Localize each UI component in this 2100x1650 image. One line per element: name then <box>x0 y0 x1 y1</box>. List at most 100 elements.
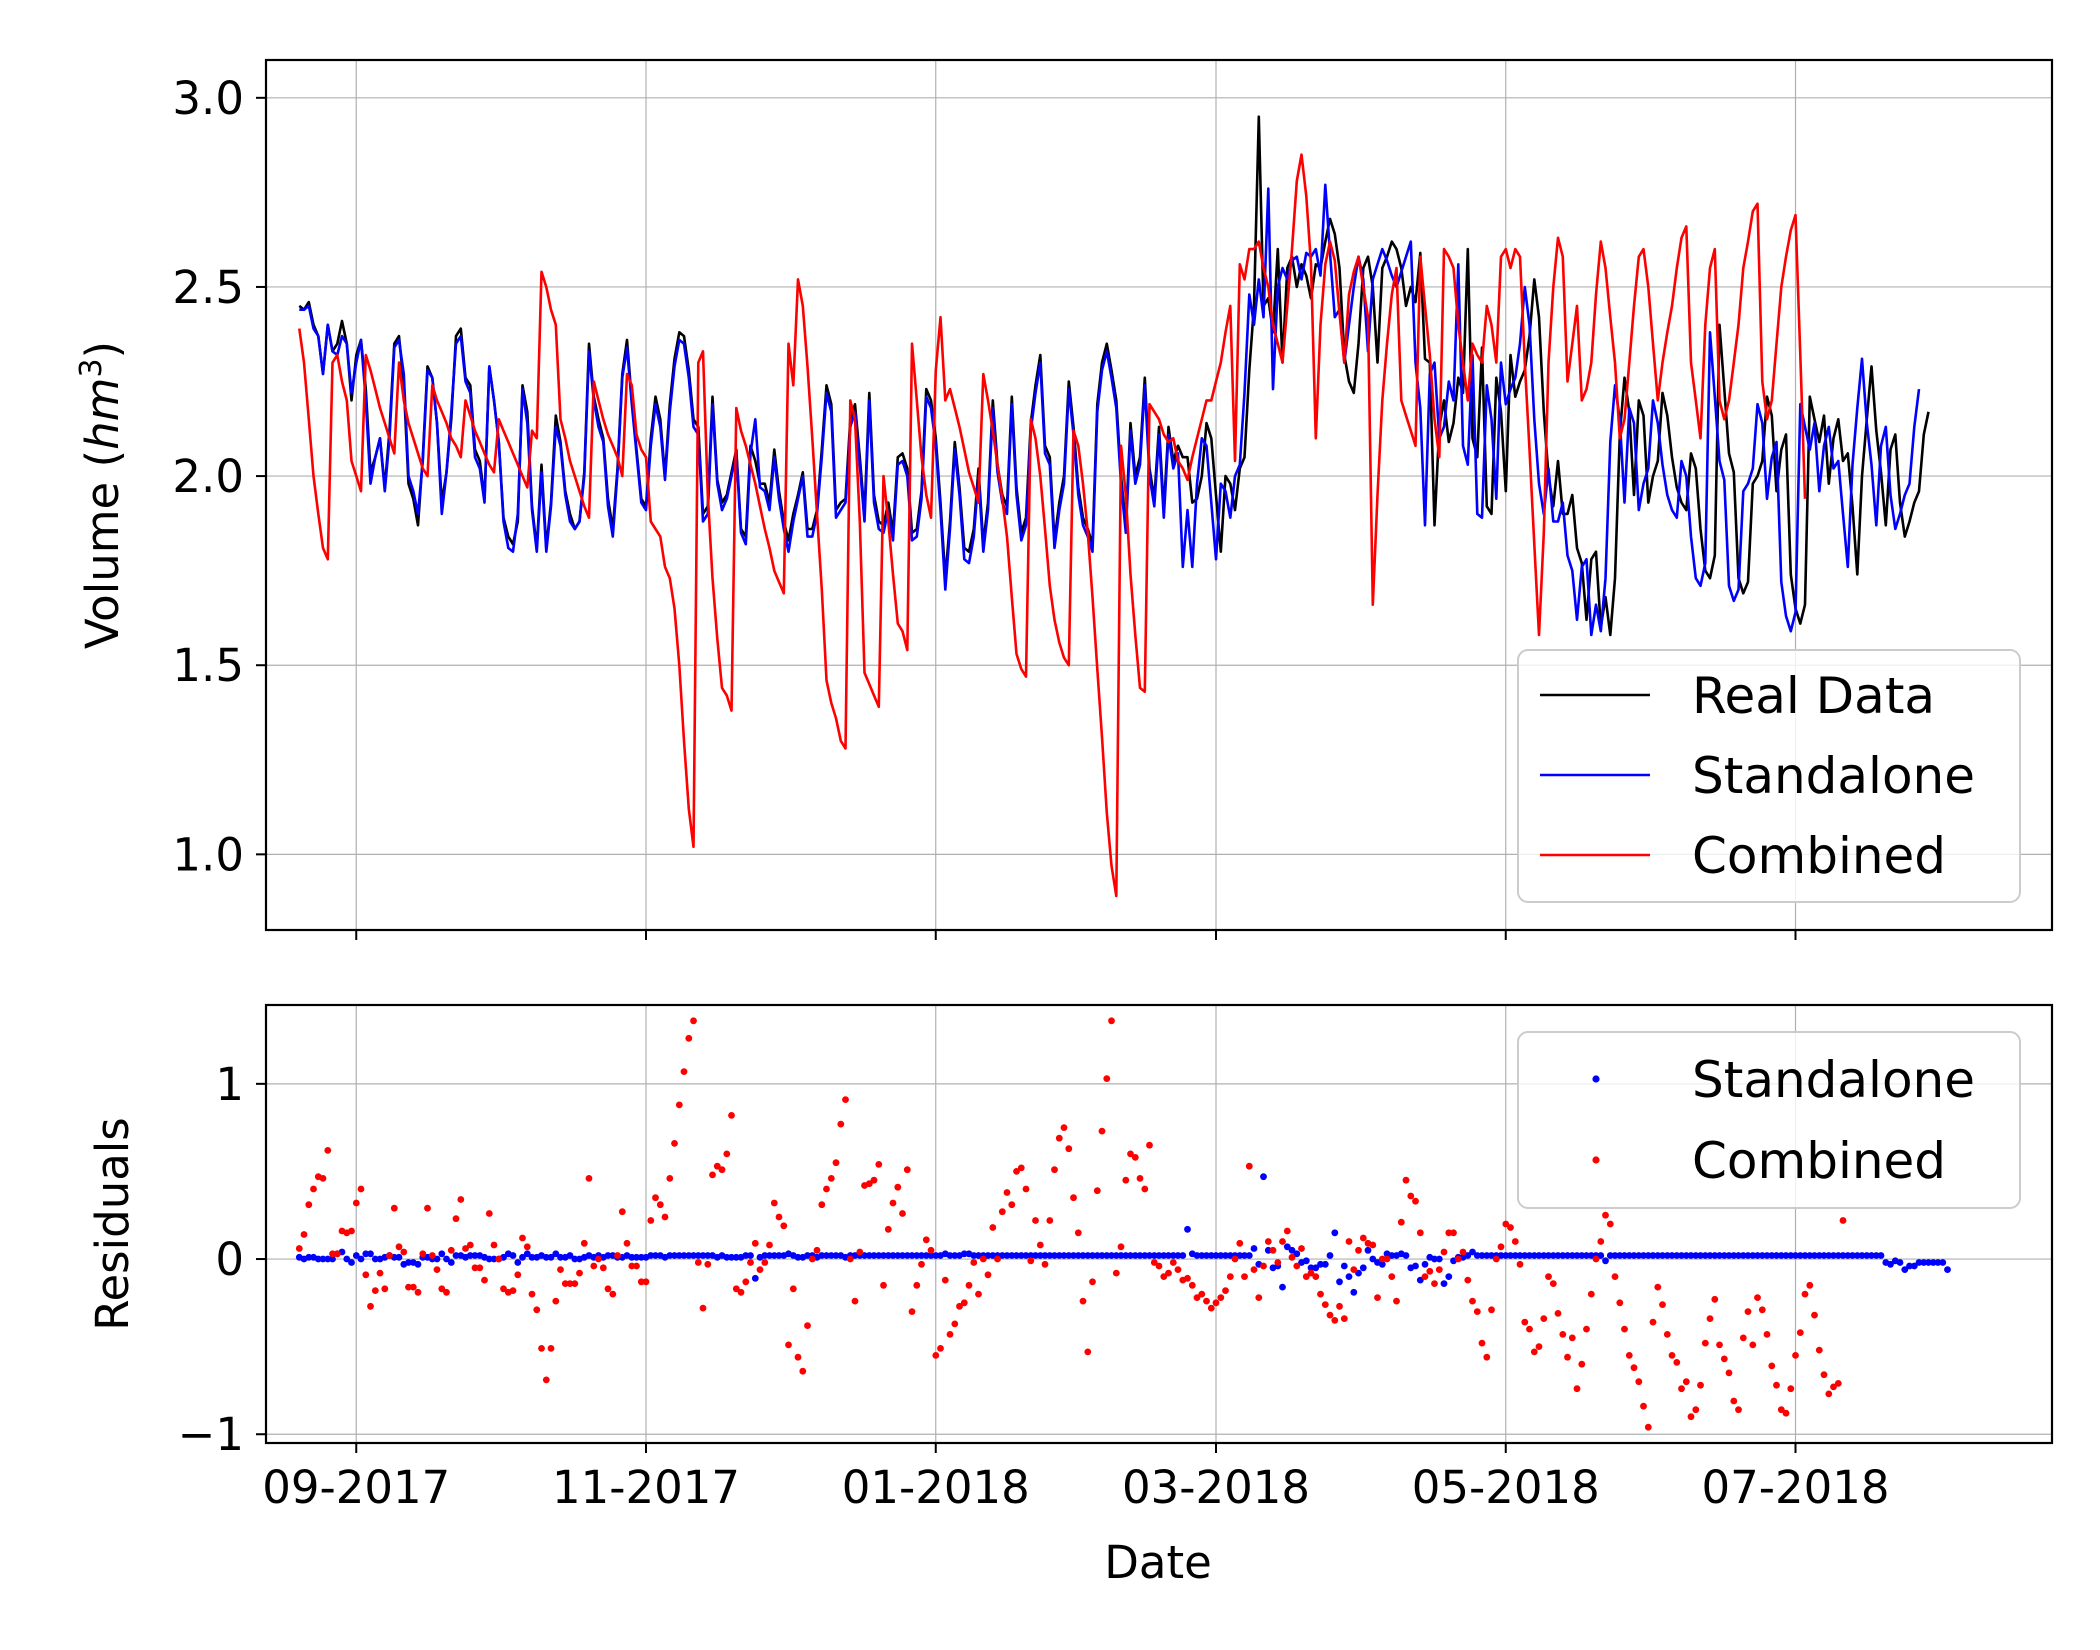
residual-point-standalone <box>1264 1246 1272 1254</box>
date-x-tick-label: 03-2018 <box>1122 1461 1310 1514</box>
residual-point-standalone <box>1122 1252 1130 1259</box>
residual-point-combined <box>1606 1220 1614 1228</box>
residual-point-standalone <box>913 1252 921 1259</box>
residual-point-combined <box>1754 1294 1761 1301</box>
residual-point-combined <box>1796 1329 1804 1336</box>
residual-point-combined <box>979 1255 987 1263</box>
residual-point-standalone <box>1241 1252 1248 1259</box>
residual-point-combined <box>680 1068 688 1075</box>
residual-point-standalone <box>960 1250 968 1258</box>
residual-point-combined <box>1055 1134 1063 1142</box>
residual-point-combined <box>1834 1380 1842 1387</box>
residual-point-standalone <box>447 1259 455 1266</box>
residual-point-combined <box>694 1259 702 1266</box>
residual-point-combined <box>989 1224 997 1231</box>
volume-legend: Real Data Standalone Combined <box>1517 649 2021 903</box>
residual-point-combined <box>1412 1197 1419 1205</box>
residual-point-combined <box>409 1283 417 1291</box>
residual-point-combined <box>1103 1075 1111 1082</box>
line-standalone <box>299 183 1921 637</box>
residual-point-standalone <box>1796 1252 1804 1259</box>
residual-point-standalone <box>1573 1252 1581 1259</box>
residual-point-combined <box>433 1266 441 1273</box>
residual-point-standalone <box>1906 1262 1913 1270</box>
legend-standalone-label: Standalone <box>1692 1051 1975 1109</box>
residual-point-combined <box>1777 1406 1785 1414</box>
residual-point-standalone <box>547 1253 555 1261</box>
date-x-tick-label: 07-2018 <box>1701 1461 1889 1514</box>
residual-point-combined <box>1169 1259 1177 1266</box>
residuals-panel: −1 0 1 09-2017 11-2017 01-2018 03-2018 05-2018… <box>86 1003 2054 1589</box>
residual-point-combined <box>1184 1274 1191 1282</box>
residual-point-combined <box>1393 1297 1400 1305</box>
residual-point-combined <box>329 1250 336 1258</box>
residual-point-combined <box>1407 1192 1415 1200</box>
residual-point-standalone <box>1901 1266 1909 1273</box>
residual-point-combined <box>481 1276 488 1284</box>
residual-point-standalone <box>1103 1252 1111 1259</box>
residual-point-standalone <box>970 1252 978 1259</box>
residual-point-combined <box>1473 1308 1481 1315</box>
residual-point-combined <box>618 1208 626 1216</box>
residual-point-combined <box>880 1281 887 1289</box>
residual-point-standalone <box>1711 1252 1719 1259</box>
residual-point-combined <box>523 1243 531 1251</box>
residual-point-combined <box>576 1269 583 1277</box>
residual-point-combined <box>1663 1331 1671 1338</box>
residual-point-combined <box>1279 1238 1286 1245</box>
residual-point-combined <box>913 1281 921 1289</box>
residual-point-standalone <box>1944 1266 1951 1273</box>
residual-point-combined <box>894 1183 902 1191</box>
residual-point-standalone <box>329 1255 336 1263</box>
residual-point-combined <box>1659 1301 1666 1308</box>
residual-point-standalone <box>1806 1252 1814 1259</box>
residual-point-standalone <box>1079 1252 1087 1259</box>
residual-point-standalone <box>1431 1255 1438 1263</box>
residual-point-combined <box>1725 1369 1733 1377</box>
residual-point-standalone <box>1179 1252 1187 1259</box>
residual-point-standalone <box>1687 1252 1695 1259</box>
residual-point-standalone <box>405 1259 412 1266</box>
residual-point-combined <box>965 1281 973 1289</box>
residual-point-combined <box>1540 1315 1548 1322</box>
residual-point-combined <box>699 1304 707 1312</box>
residual-point-combined <box>785 1341 792 1349</box>
residual-point-standalone <box>1872 1252 1880 1259</box>
residual-point-standalone <box>903 1252 911 1259</box>
residual-point-standalone <box>1108 1252 1115 1259</box>
residual-point-standalone <box>1212 1252 1220 1259</box>
residual-point-combined <box>1692 1406 1700 1414</box>
residual-point-combined <box>519 1234 526 1242</box>
residual-point-combined <box>485 1210 493 1217</box>
residual-point-standalone <box>794 1253 802 1261</box>
residual-point-combined <box>424 1204 431 1212</box>
residual-point-combined <box>514 1271 522 1279</box>
residual-point-combined <box>1697 1381 1704 1389</box>
volume-y-tick-label: 1.5 <box>172 639 244 692</box>
residual-point-standalone <box>1160 1252 1168 1259</box>
residual-point-standalone <box>395 1253 403 1261</box>
residuals-y-ticks: −1 0 1 <box>178 1058 266 1461</box>
residual-point-standalone <box>571 1255 579 1263</box>
residual-point-standalone <box>519 1253 526 1261</box>
residual-point-standalone <box>1469 1248 1476 1256</box>
residual-point-combined <box>799 1367 807 1375</box>
residual-point-combined <box>324 1147 332 1154</box>
residual-point-standalone <box>1606 1252 1614 1259</box>
residual-point-combined <box>1511 1238 1519 1245</box>
residual-point-standalone <box>1678 1252 1685 1259</box>
residual-point-combined <box>1469 1297 1476 1305</box>
residual-point-standalone <box>1668 1252 1676 1259</box>
residual-point-combined <box>1640 1402 1647 1410</box>
residual-point-standalone <box>314 1255 322 1263</box>
residual-point-standalone <box>694 1252 702 1259</box>
legend-standalone-marker <box>1592 1075 1600 1083</box>
residual-point-standalone <box>514 1259 522 1266</box>
residual-point-combined <box>709 1171 716 1179</box>
residuals-points <box>295 1017 1951 1431</box>
residual-point-combined <box>1374 1294 1381 1301</box>
residual-point-standalone <box>1222 1252 1229 1259</box>
residual-point-combined <box>975 1290 982 1298</box>
volume-y-tick-label: 2.5 <box>172 261 244 314</box>
residual-point-combined <box>357 1185 365 1193</box>
